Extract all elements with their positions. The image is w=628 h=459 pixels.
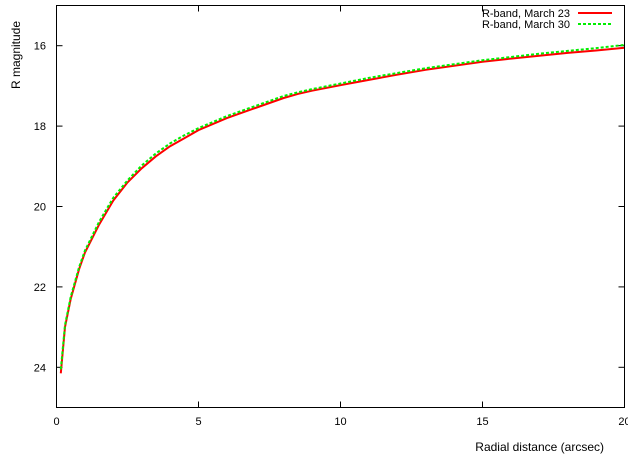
x-tick-label: 15	[476, 416, 488, 428]
y-tick-label: 24	[34, 362, 46, 374]
y-axis-label: R magnitude	[9, 21, 23, 89]
x-tick-label: 5	[195, 416, 201, 428]
y-tick-label: 20	[34, 202, 46, 214]
x-tick-label: 20	[618, 416, 628, 428]
plot-frame	[56, 5, 625, 408]
series-line-2	[59, 43, 625, 370]
legend-label-1: R-band, March 23	[482, 8, 570, 20]
legend-label-2: R-band, March 30	[482, 19, 570, 31]
legend: R-band, March 23R-band, March 30	[482, 8, 612, 31]
x-tick-label: 0	[53, 416, 59, 428]
x-tick-label: 10	[334, 416, 346, 428]
x-axis-label: Radial distance (arcsec)	[475, 440, 604, 454]
series-line-1	[59, 46, 625, 374]
y-tick-label: 22	[34, 282, 46, 294]
y-tick-label: 16	[34, 41, 46, 53]
y-tick-label: 18	[34, 121, 46, 133]
